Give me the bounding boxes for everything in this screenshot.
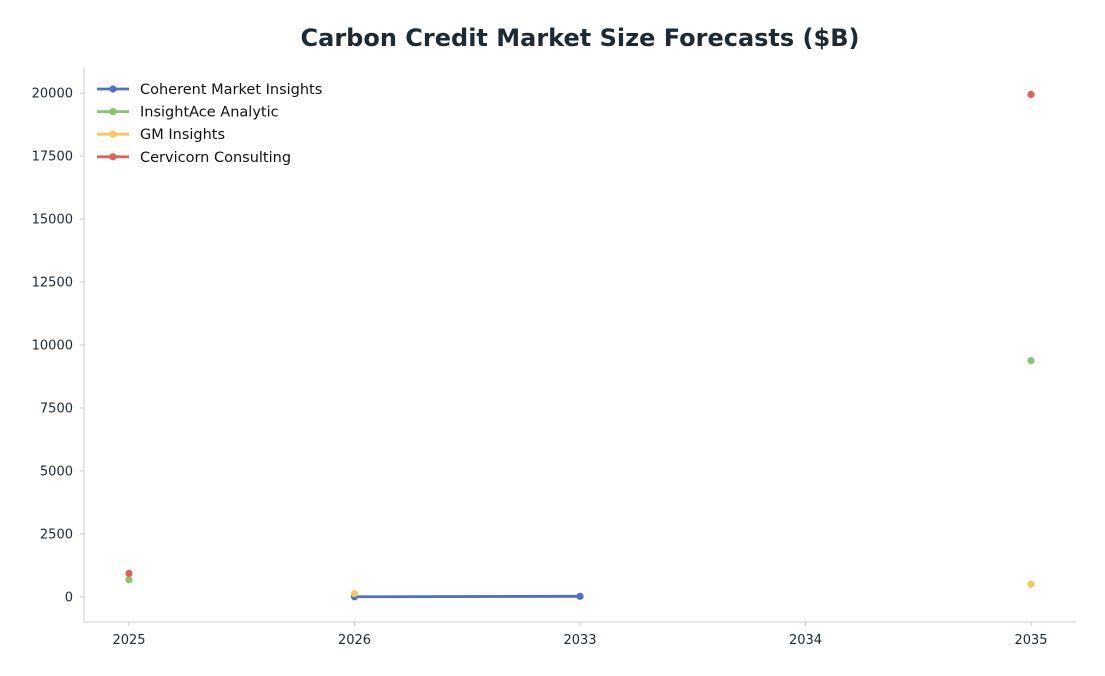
data-point-gm-insights [350, 589, 359, 598]
y-tick-label: 12500 [32, 276, 73, 291]
y-tick-label: 15000 [32, 213, 73, 228]
y-tick-label: 17500 [32, 150, 73, 165]
x-tick-label: 2033 [563, 633, 596, 648]
x-tick-label: 2035 [1014, 633, 1047, 648]
legend-label-coherent-market-insights: Coherent Market Insights [140, 82, 322, 98]
legend-label-gm-insights: GM Insights [140, 127, 225, 143]
legend-label-cervicorn-consulting: Cervicorn Consulting [140, 150, 291, 166]
data-point-cervicorn-consulting [125, 569, 133, 577]
data-point-gm-insights [1027, 580, 1035, 588]
data-point-cervicorn-consulting [1027, 90, 1035, 99]
y-tick-label: 5000 [40, 464, 73, 479]
data-point-coherent-market-insights [576, 592, 584, 600]
y-tick-label: 2500 [40, 527, 73, 542]
x-tick-label: 2034 [789, 633, 822, 648]
axes: 0 2500 5000 7500 10000 12500 15000 17500 20000 20… [32, 68, 1076, 648]
series-marks [125, 90, 1035, 601]
legend-marker-insightace-analytic [109, 108, 117, 116]
y-tick-label: 7500 [40, 401, 73, 416]
legend-marker-coherent-market-insights [109, 85, 117, 93]
legend-label-insightace-analytic: InsightAce Analytic [140, 105, 279, 121]
legend: Coherent Market Insights InsightAce Analy… [97, 82, 322, 166]
data-point-insightace-analytic [125, 576, 133, 584]
y-tick-label: 20000 [32, 87, 73, 102]
x-tick-label: 2026 [338, 633, 371, 648]
y-tick-label: 10000 [32, 339, 73, 354]
x-tick-label: 2025 [112, 633, 145, 648]
legend-marker-gm-insights [109, 130, 117, 138]
chart-title: Carbon Credit Market Size Forecasts ($B) [300, 24, 860, 52]
legend-marker-cervicorn-consulting [109, 153, 117, 161]
y-tick-label: 0 [65, 590, 73, 605]
data-point-insightace-analytic [1027, 357, 1035, 365]
